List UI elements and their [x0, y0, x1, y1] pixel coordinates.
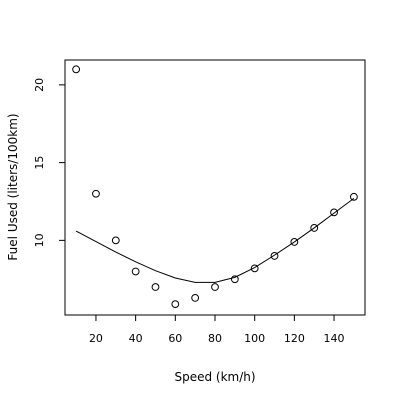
- data-point: [72, 65, 81, 74]
- data-point: [151, 283, 160, 291]
- x-axis: 20 40 60 80 100 120 140: [89, 315, 345, 345]
- x-tick-label: 100: [244, 332, 265, 345]
- data-point: [349, 192, 358, 201]
- data-point: [131, 267, 140, 276]
- data-point: [230, 275, 239, 284]
- data-point: [111, 236, 120, 245]
- x-tick-label: 80: [208, 332, 222, 345]
- data-point: [270, 252, 279, 260]
- x-tick-label: 20: [89, 332, 103, 345]
- y-axis: 10 15 20: [33, 78, 65, 247]
- y-axis-label: Fuel Used (liters/100km): [6, 113, 20, 260]
- y-tick-label: 15: [33, 156, 46, 170]
- data-point: [330, 208, 338, 217]
- x-tick-label: 40: [129, 332, 143, 345]
- data-point: [191, 293, 200, 302]
- y-tick-label: 20: [33, 78, 46, 92]
- x-axis-label: Speed (km/h): [174, 370, 255, 384]
- data-point: [250, 264, 259, 273]
- data-point: [171, 300, 180, 309]
- fitted-curve: [75, 197, 355, 283]
- data-points: [72, 65, 358, 309]
- data-point: [290, 238, 299, 246]
- x-tick-label: 140: [324, 332, 345, 345]
- data-point: [211, 283, 219, 291]
- y-tick-label: 10: [33, 233, 46, 247]
- x-tick-label: 60: [168, 332, 182, 345]
- data-point: [310, 224, 319, 232]
- data-point: [92, 189, 100, 198]
- x-tick-label: 120: [284, 332, 305, 345]
